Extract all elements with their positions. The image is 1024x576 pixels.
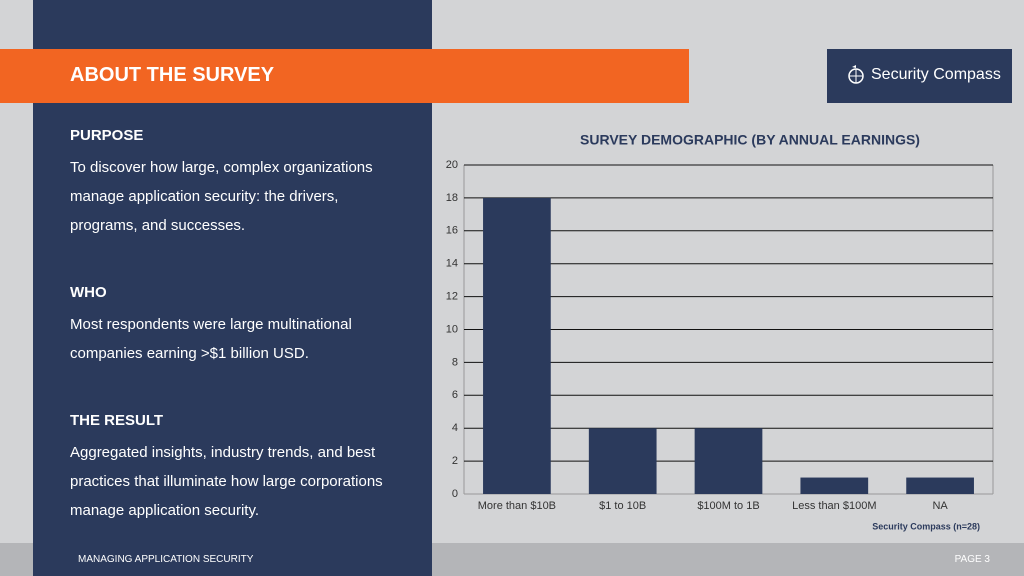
x-tick-label: $100M to 1B <box>697 500 759 512</box>
x-tick-label: $1 to 10B <box>599 500 646 512</box>
footer-right: PAGE 3 <box>954 554 990 565</box>
y-tick-label: 16 <box>446 225 458 237</box>
section: THE RESULT Aggregated insights, industry … <box>70 412 405 525</box>
section-text: Most respondents were large multinationa… <box>70 316 352 362</box>
section-heading: THE RESULT <box>70 412 164 429</box>
y-tick-label: 18 <box>446 192 458 204</box>
chart-title: SURVEY DEMOGRAPHIC (BY ANNUAL EARNINGS) <box>580 132 920 148</box>
chart-source: Security Compass (n=28) <box>872 521 980 531</box>
y-tick-label: 6 <box>452 389 458 401</box>
section-text: To discover how large, complex organizat… <box>70 159 373 234</box>
y-tick-label: 0 <box>452 488 458 500</box>
y-tick-label: 20 <box>446 159 458 171</box>
y-tick-label: 8 <box>452 356 458 368</box>
logo-icon <box>848 65 864 84</box>
section-text: Aggregated insights, industry trends, an… <box>70 444 383 519</box>
y-tick-label: 14 <box>446 258 458 270</box>
slide-title: ABOUT THE SURVEY <box>70 64 275 86</box>
bar <box>800 477 869 494</box>
bar <box>588 428 657 494</box>
section: PURPOSE To discover how large, complex or… <box>70 127 405 240</box>
y-tick-label: 4 <box>452 422 458 434</box>
y-tick-label: 2 <box>452 455 458 467</box>
bar <box>906 477 974 494</box>
bar <box>483 197 551 494</box>
x-tick-label: More than $10B <box>478 500 556 512</box>
section-heading: PURPOSE <box>70 127 144 144</box>
section-heading: WHO <box>70 284 107 301</box>
title-bar <box>0 49 689 103</box>
section: WHO Most respondents were large multinati… <box>70 284 405 368</box>
chart: SURVEY DEMOGRAPHIC (BY ANNUAL EARNINGS) … <box>446 132 994 531</box>
bar <box>694 428 763 494</box>
footer-left: MANAGING APPLICATION SECURITY <box>78 554 254 565</box>
x-tick-label: NA <box>932 500 948 512</box>
y-tick-label: 12 <box>446 291 458 303</box>
logo: Security Compass <box>827 49 1012 103</box>
y-tick-label: 10 <box>446 323 458 335</box>
logo-text: Security Compass <box>871 66 1001 83</box>
x-tick-label: Less than $100M <box>792 500 876 512</box>
